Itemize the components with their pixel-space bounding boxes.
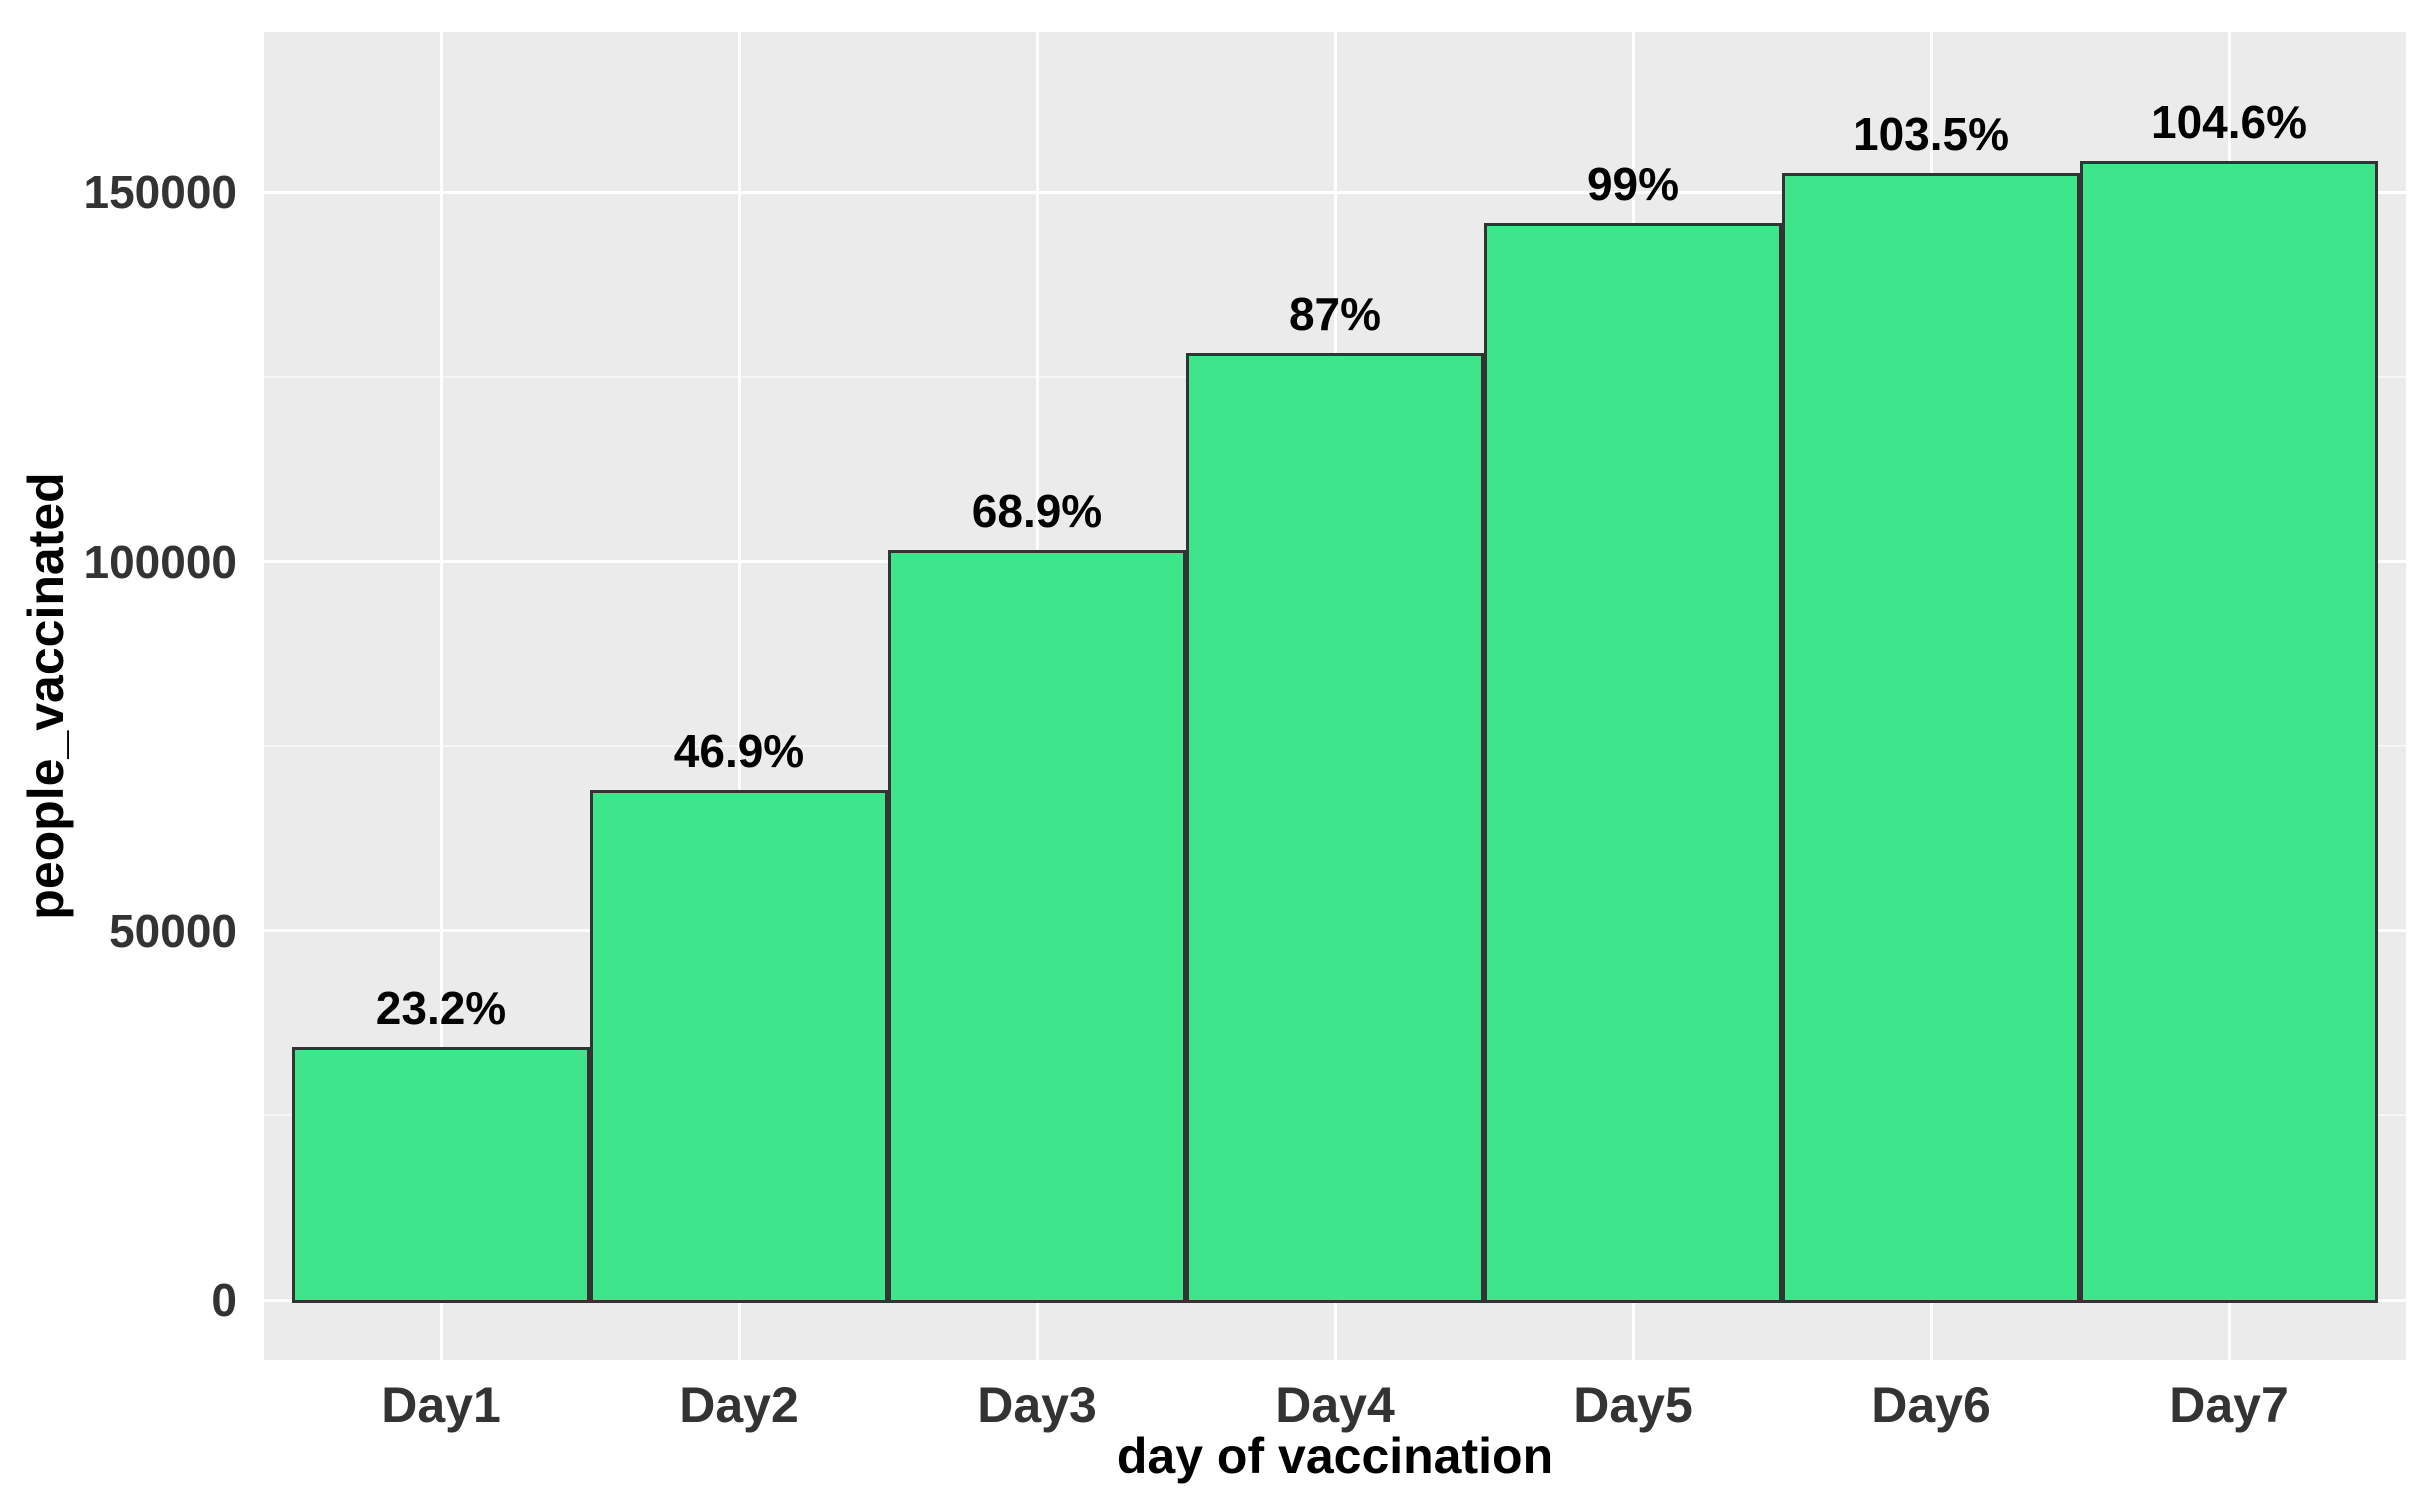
bar-label-Day2: 46.9% [673,724,805,777]
bar-Day5 [1484,222,1782,1304]
bar-label-Day5: 99% [1586,157,1680,210]
bar-Day3 [888,549,1186,1304]
x-tick-label-Day5: Day5 [1573,1377,1693,1433]
y-tick-label-0: 0 [211,1274,237,1327]
bar-label-Day7: 104.6% [2150,96,2308,149]
bar-Day4 [1186,353,1484,1304]
y-tick-label-150000: 150000 [83,166,238,219]
x-tick-label-Day2: Day2 [679,1377,799,1433]
x-tick-label-Day6: Day6 [1871,1377,1991,1433]
bar-Day2 [590,789,888,1304]
bar-label-Day4: 87% [1288,288,1382,341]
bar-label-Day1: 23.2% [375,982,507,1035]
y-tick-label-50000: 50000 [109,904,237,957]
bar-label-Day3: 68.9% [971,484,1103,537]
bar-label-Day6: 103.5% [1852,108,2010,161]
x-tick-label-Day1: Day1 [381,1377,501,1433]
x-tick-label-Day3: Day3 [977,1377,1097,1433]
x-tick-label-Day7: Day7 [2169,1377,2289,1433]
chart-panel [264,32,2406,1360]
x-tick-label-Day4: Day4 [1275,1377,1395,1433]
gridline-major-vertical [737,32,741,1360]
gridline-major-vertical [439,32,443,1360]
x-axis-title: day of vaccination [1116,1428,1554,1484]
bar-Day6 [1782,173,2080,1304]
bar-Day7 [2080,161,2378,1304]
bar-Day1 [292,1047,590,1304]
y-tick-label-100000: 100000 [83,535,238,588]
